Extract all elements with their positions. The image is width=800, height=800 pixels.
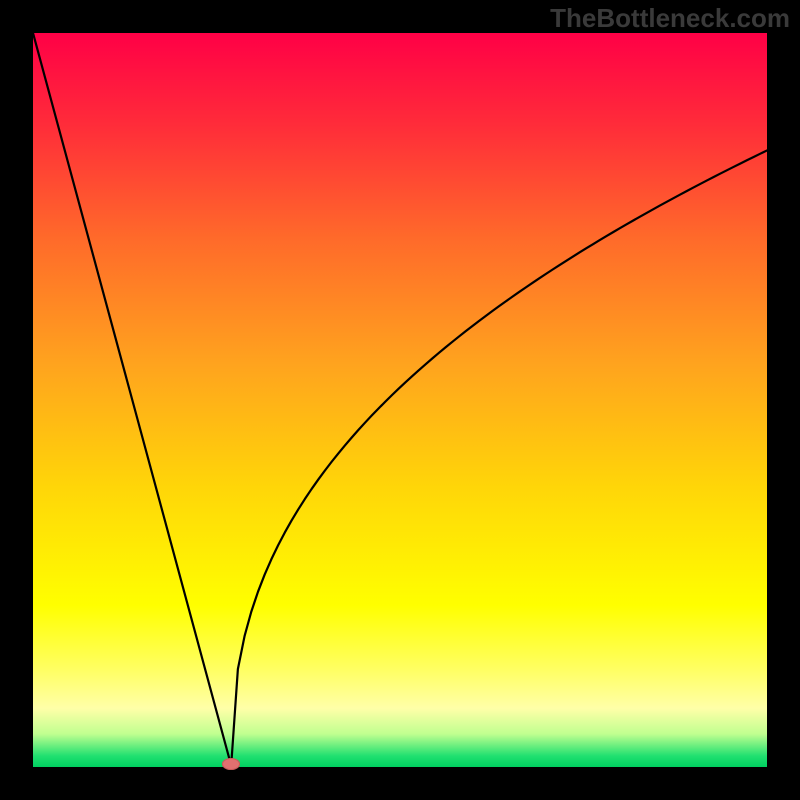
watermark-text: TheBottleneck.com (550, 3, 790, 34)
plot-area (33, 33, 767, 767)
optimum-marker (222, 758, 240, 770)
bottleneck-curve (33, 33, 767, 767)
bottleneck-chart: TheBottleneck.com (0, 0, 800, 800)
